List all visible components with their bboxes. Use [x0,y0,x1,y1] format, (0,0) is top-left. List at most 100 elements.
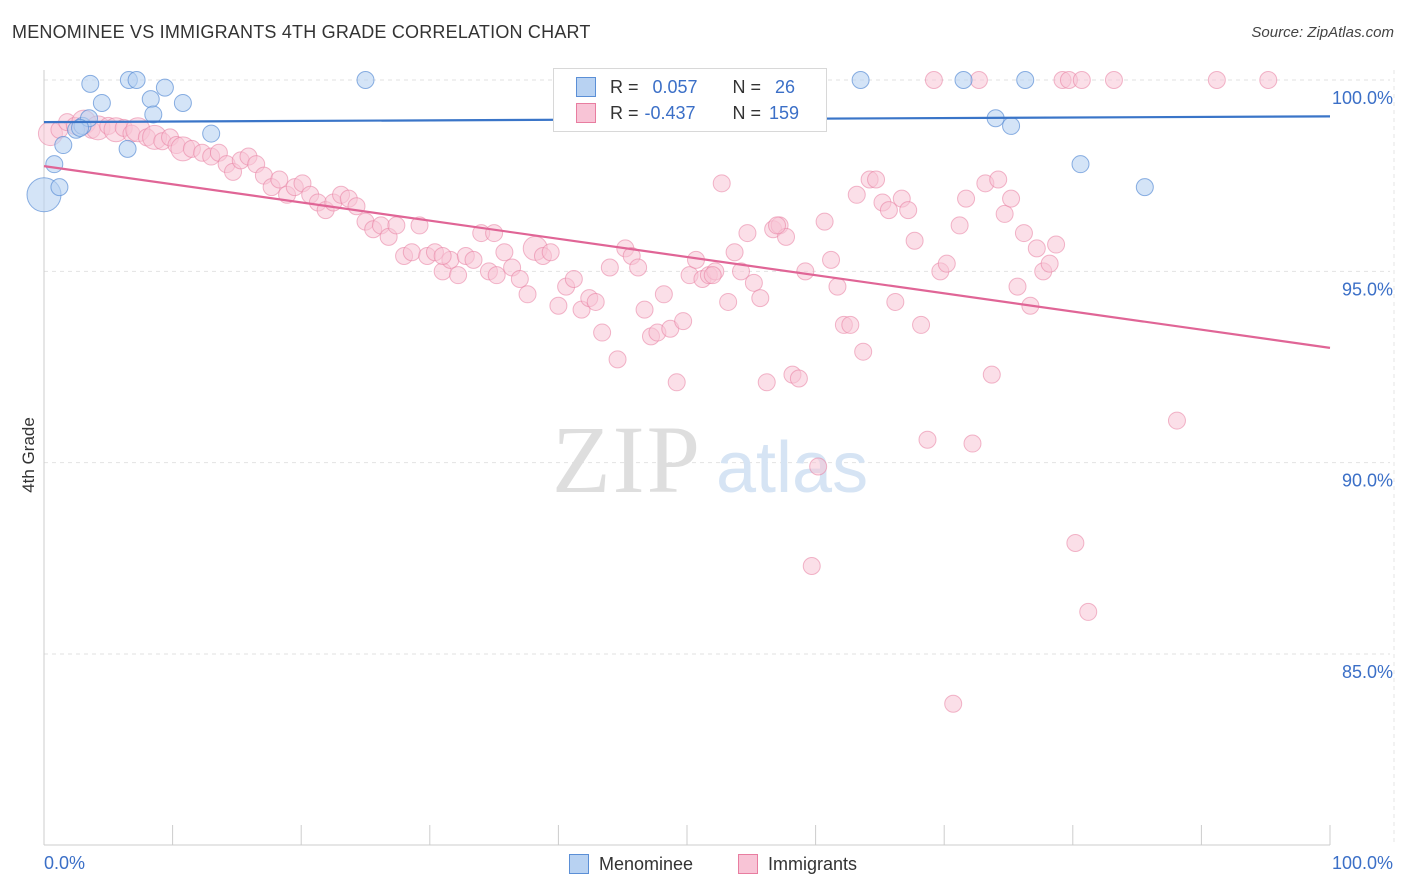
data-point-menominee [1135,178,1154,197]
data-point-immigrants [768,216,787,235]
watermark-zip: ZIP [552,406,702,513]
tick-labels: 100.0% 95.0% 90.0% 85.0% 0.0% 100.0% [44,88,1393,873]
source-value: ZipAtlas.com [1307,24,1394,41]
data-point-immigrants [387,216,406,235]
data-point-immigrants [510,269,529,288]
y-tick-label: 95.0% [1342,279,1393,299]
data-point-immigrants [593,323,612,342]
watermark: ZIP atlas [552,406,868,513]
data-point-immigrants [1008,277,1027,296]
legend-n-label: N = [732,102,762,123]
data-point-immigrants [989,170,1008,189]
data-point-immigrants [809,457,828,476]
y-tick-label: 90.0% [1342,471,1393,491]
data-point-menominee [50,178,69,197]
data-point-immigrants [738,224,757,243]
data-point-immigrants [924,71,943,89]
legend-r-label: R = [610,76,639,97]
data-point-menominee [81,74,100,93]
data-point-immigrants [549,296,568,315]
y-tick-label: 85.0% [1342,662,1393,682]
data-point-immigrants [879,201,898,220]
watermark-atlas: atlas [716,428,868,508]
y-axis-label: 4th Grade [19,417,38,493]
data-point-immigrants [674,312,693,331]
data-point-immigrants [712,174,731,193]
menominee-points [26,71,1154,213]
data-point-menominee [144,105,163,124]
data-point-immigrants [1079,602,1098,621]
source-label: Source: [1251,24,1304,41]
data-point-menominee [155,78,174,97]
data-point-immigrants [667,373,686,392]
data-point-immigrants [963,434,982,453]
data-point-immigrants [1207,71,1226,89]
x-tick-label: 0.0% [44,853,85,873]
data-point-menominee [92,93,111,112]
data-point-immigrants [1066,534,1085,553]
data-point-immigrants [270,170,289,189]
data-point-immigrants [1014,224,1033,243]
data-point-immigrants [899,201,918,220]
data-point-immigrants [703,266,722,285]
data-point-immigrants [982,365,1001,384]
data-point-menominee [127,71,146,89]
data-point-immigrants [854,342,873,361]
data-point-immigrants [402,243,421,262]
data-point-menominee [118,139,137,158]
data-point-immigrants [828,277,847,296]
bottom-legend-immigrants: Immigrants [738,851,857,877]
data-point-immigrants [815,212,834,231]
data-point-immigrants [541,243,560,262]
legend-row-immigrants: R = -0.437 N = 159 [576,101,799,125]
bottom-legend-label-menominee: Menominee [599,853,694,874]
data-point-immigrants [995,204,1014,223]
data-point-immigrants [1104,71,1123,89]
data-point-immigrants [847,185,866,204]
data-point-immigrants [937,254,956,273]
x-tick-label: 100.0% [1332,853,1393,873]
data-point-immigrants [586,292,605,311]
data-point-immigrants [944,694,963,713]
bottom-legend-swatch-menominee [569,854,589,874]
data-point-immigrants [789,369,808,388]
data-point-immigrants [1027,239,1046,258]
data-point-menominee [71,118,90,137]
bottom-legend-swatch-immigrants [738,854,758,874]
legend-row-menominee: R = 0.057 N = 26 [576,75,795,99]
trend-line-immigrants [43,165,1331,349]
data-point-immigrants [654,285,673,304]
data-point-immigrants [719,292,738,311]
data-point-immigrants [487,266,506,285]
data-point-menominee [1071,155,1090,174]
data-point-menominee [851,71,870,89]
data-point-menominee [1016,71,1035,89]
data-point-immigrants [867,170,886,189]
legend-n-label: N = [732,76,762,97]
chart-title: MENOMINEE VS IMMIGRANTS 4TH GRADE CORREL… [12,22,591,42]
data-point-immigrants [347,197,366,216]
legend-swatch-menominee [576,77,596,97]
bottom-legend-menominee: Menominee [569,851,693,877]
legend-r-value: 0.057 [652,76,698,97]
data-point-immigrants [608,350,627,369]
data-point-immigrants [433,247,452,266]
data-point-immigrants [1072,71,1091,89]
data-point-menominee [356,71,375,89]
data-point-immigrants [905,231,924,250]
data-point-immigrants [957,189,976,208]
data-point-immigrants [1167,411,1186,430]
data-point-menominee [954,71,973,89]
data-point-immigrants [841,315,860,334]
data-point-immigrants [796,262,815,281]
data-point-immigrants [757,373,776,392]
data-point-immigrants [732,262,751,281]
data-point-menominee [45,155,64,174]
data-point-immigrants [495,243,514,262]
data-point-immigrants [1040,254,1059,273]
data-point-immigrants [725,243,744,262]
data-point-immigrants [918,430,937,449]
data-point-immigrants [1002,189,1021,208]
bottom-legend-label-immigrants: Immigrants [768,853,858,874]
